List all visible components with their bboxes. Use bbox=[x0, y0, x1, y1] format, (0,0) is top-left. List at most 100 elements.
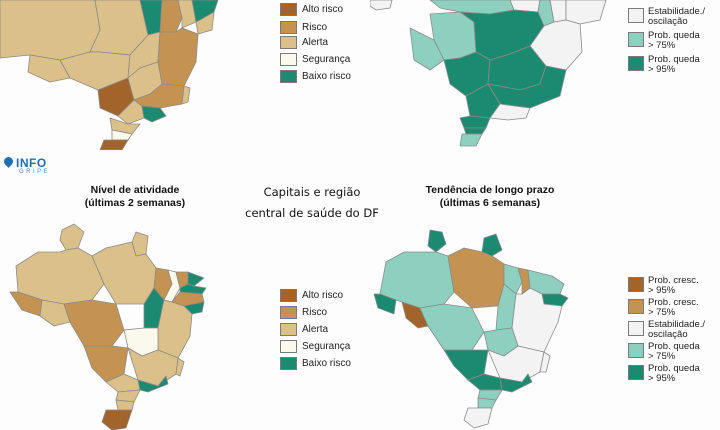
region-es bbox=[539, 351, 551, 373]
region-ro bbox=[401, 301, 429, 329]
legend-label: Prob. cresc. > 75% bbox=[648, 297, 699, 318]
legend-item-alto-risco: Alto risco bbox=[280, 3, 400, 16]
region-am bbox=[370, 0, 393, 11]
legend-label: Alto risco bbox=[302, 4, 344, 15]
region-ma bbox=[159, 0, 183, 33]
center-title: Capitais e região central de saúde do DF bbox=[236, 182, 388, 224]
region-pi bbox=[177, 0, 197, 29]
top-left-activity-map bbox=[0, 0, 219, 150]
location-pin-icon bbox=[2, 155, 15, 168]
legend-swatch bbox=[628, 365, 644, 380]
region-rr bbox=[59, 223, 85, 251]
region-ac bbox=[373, 293, 397, 315]
legend-swatch bbox=[628, 56, 644, 71]
right-map-title-line1: Tendência de longo prazo bbox=[425, 184, 555, 196]
logo-wordmark: INFO bbox=[16, 156, 47, 170]
legend-label: Estabilidade./oscilação bbox=[648, 6, 706, 27]
legend-label: Prob. queda > 75% bbox=[648, 30, 700, 51]
left-map-title-line1: Nível de atividade bbox=[90, 184, 180, 196]
legend-swatch bbox=[280, 289, 297, 302]
region-mt bbox=[419, 303, 485, 351]
legend-swatch bbox=[280, 70, 297, 83]
region-ce bbox=[195, 11, 215, 35]
infogripe-logo: INFO GRIPE bbox=[2, 155, 62, 182]
legend-swatch bbox=[280, 3, 297, 16]
bottom-right-trend-map bbox=[373, 229, 569, 429]
legend-swatch bbox=[280, 53, 297, 66]
legend-swatch bbox=[628, 321, 644, 336]
legend-swatch bbox=[628, 32, 644, 47]
region-pr bbox=[109, 117, 141, 135]
region-sc bbox=[115, 399, 135, 411]
legend-item-risco: Risco bbox=[280, 306, 400, 319]
region-mg bbox=[487, 345, 545, 383]
legend-swatch bbox=[280, 21, 297, 34]
region-pr bbox=[459, 115, 491, 129]
legend-label: Risco bbox=[302, 22, 328, 33]
legend-swatch bbox=[280, 357, 297, 370]
right-map-title-line2: (últimas 6 semanas) bbox=[439, 197, 541, 209]
center-title-line1: Capitais e região bbox=[263, 185, 361, 199]
region-rs bbox=[463, 407, 493, 429]
region-ba bbox=[157, 299, 193, 359]
region-ro bbox=[39, 299, 71, 327]
top-right-trend-map bbox=[370, 0, 607, 147]
legend-label: Segurança bbox=[302, 341, 351, 352]
legend-swatch bbox=[628, 8, 644, 23]
region-ap bbox=[481, 233, 503, 257]
right-map-title: Tendência de longo prazo (últimas 6 sema… bbox=[400, 184, 580, 210]
legend-swatch bbox=[628, 299, 644, 314]
legend-swatch bbox=[280, 323, 297, 336]
legend-item-seguranca: Segurança bbox=[280, 53, 400, 66]
region-am bbox=[0, 0, 101, 61]
legend-item-seguranca: Segurança bbox=[280, 340, 400, 353]
legend-swatch bbox=[628, 277, 644, 292]
legend-label: Prob. queda > 75% bbox=[648, 341, 700, 362]
region-sc bbox=[477, 397, 497, 409]
legend-label: Alto risco bbox=[302, 290, 344, 301]
legend-item-alerta: Alerta bbox=[280, 323, 400, 336]
legend-swatch bbox=[280, 306, 297, 319]
region-rr bbox=[427, 229, 447, 253]
legend-label: Prob. cresc. > 95% bbox=[648, 275, 699, 296]
legend-swatch bbox=[280, 36, 297, 49]
center-title-line2: central de saúde do DF bbox=[245, 206, 379, 220]
legend-label: Baixo risco bbox=[302, 358, 351, 369]
legend-label: Prob. queda > 95% bbox=[648, 54, 700, 75]
region-ro bbox=[409, 27, 445, 71]
region-rs bbox=[101, 409, 133, 430]
bottom-left-activity-map bbox=[9, 223, 207, 430]
region-mt bbox=[63, 299, 125, 347]
legend-item-baixo-risco: Baixo risco bbox=[280, 70, 400, 83]
bottom-left-legend: Alto risco Risco Alerta Segurança Baixo … bbox=[280, 286, 410, 372]
legend-item-alerta: Alerta bbox=[280, 36, 400, 49]
region-es bbox=[175, 357, 185, 377]
region-rj bbox=[141, 105, 167, 123]
left-map-title: Nível de atividade (últimas 2 semanas) bbox=[50, 184, 220, 210]
region-ma bbox=[503, 263, 523, 295]
legend-item-alto-risco: Alto risco bbox=[280, 289, 400, 302]
region-pa bbox=[447, 247, 505, 309]
region-rn bbox=[187, 271, 205, 287]
bottom-right-legend: Prob. cresc. > 95% Prob. cresc. > 75% Esta… bbox=[628, 276, 720, 386]
legend-label: Segurança bbox=[302, 54, 351, 65]
region-rj bbox=[489, 103, 531, 121]
legend-label: Baixo risco bbox=[302, 71, 351, 82]
top-right-legend: Estabilidade./oscilação Prob. queda > 75%… bbox=[628, 7, 720, 79]
region-ne bbox=[565, 0, 607, 25]
legend-item-baixo-risco: Baixo risco bbox=[280, 357, 400, 370]
region-sc bbox=[463, 127, 487, 135]
logo-subtext: GRIPE bbox=[19, 169, 51, 175]
legend-label: Estabilidade./oscilação bbox=[648, 319, 706, 340]
top-left-legend: Alto risco Risco Alerta Segurança Baixo … bbox=[280, 0, 410, 86]
left-map-title-line2: (últimas 2 semanas) bbox=[84, 197, 186, 209]
region-es bbox=[181, 85, 191, 105]
region-rs bbox=[459, 133, 483, 147]
legend-label: Alerta bbox=[302, 37, 329, 48]
legend-label: Alerta bbox=[302, 324, 329, 335]
legend-swatch bbox=[280, 340, 297, 353]
legend-item-risco: Risco bbox=[280, 21, 400, 34]
region-ro bbox=[27, 54, 71, 83]
legend-swatch bbox=[628, 343, 644, 358]
legend-label: Risco bbox=[302, 307, 328, 318]
